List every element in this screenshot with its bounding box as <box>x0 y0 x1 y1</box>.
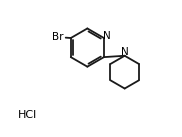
Text: Br: Br <box>52 32 64 42</box>
Text: N: N <box>103 31 111 41</box>
Text: HCl: HCl <box>18 110 37 120</box>
Text: N: N <box>121 47 128 57</box>
